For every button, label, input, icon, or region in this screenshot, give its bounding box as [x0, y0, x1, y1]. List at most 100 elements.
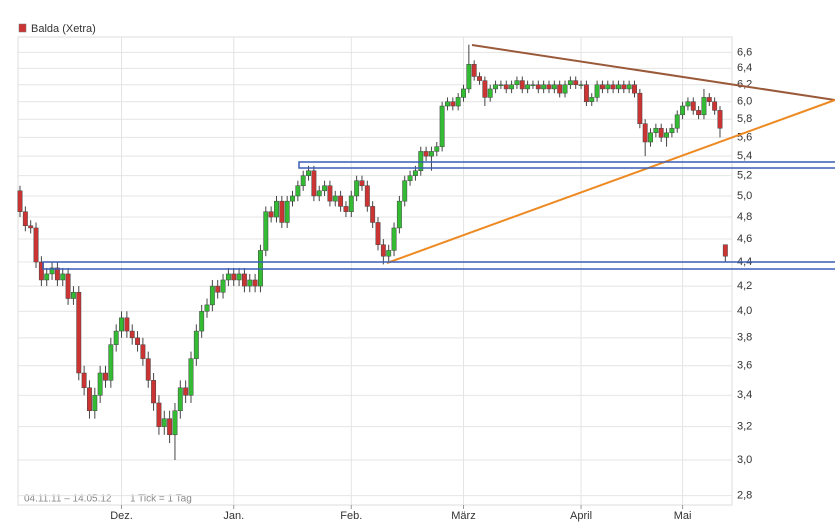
candle-body [343, 206, 349, 212]
candle-body [439, 105, 445, 147]
candle-body [332, 195, 338, 202]
candle-body [279, 200, 285, 223]
y-tick-label: 4,6 [737, 233, 752, 245]
candle-body [712, 101, 718, 111]
candle-body [418, 151, 424, 171]
candle-body [690, 101, 696, 111]
candle-body [594, 84, 600, 98]
candle-body [541, 84, 547, 90]
candle-body [338, 195, 344, 207]
candle-body [658, 127, 664, 138]
footnote: 1 Tick = 1 Tag [130, 494, 192, 505]
candle-body [327, 185, 333, 202]
candle-body [38, 261, 44, 281]
candle-body [493, 84, 499, 90]
candle-body [498, 84, 504, 87]
y-tick-label: 3,8 [737, 332, 752, 344]
candle-body [108, 344, 114, 381]
candle-body [706, 97, 712, 102]
candle-body [487, 88, 493, 98]
candle-body [503, 84, 509, 90]
y-tick-label: 3,4 [737, 389, 752, 401]
y-tick-label: 3,0 [737, 454, 752, 466]
candle-body [701, 97, 707, 116]
y-tick-label: 2,8 [737, 490, 752, 502]
candle-body [22, 211, 28, 226]
candle-body [461, 88, 466, 98]
candle-body [199, 311, 205, 332]
candle-body [696, 110, 702, 116]
x-tick-label: April [570, 510, 592, 522]
candle-body [412, 170, 418, 176]
candle-body [97, 372, 103, 396]
candle-body [348, 195, 354, 212]
x-tick-label: Feb. [340, 510, 362, 522]
support-line [386, 99, 835, 264]
candle-body [428, 151, 434, 157]
candle-body [247, 279, 253, 287]
resistance-line [471, 44, 835, 101]
candle-body [135, 337, 141, 345]
candle-body [642, 123, 648, 143]
candle-body [145, 358, 151, 381]
candle-body [209, 285, 215, 306]
candle-body [17, 190, 23, 212]
candle-body [284, 200, 290, 223]
candle-body [396, 200, 402, 229]
candle-body [551, 84, 557, 90]
candle-body [274, 200, 279, 218]
candle-body [156, 402, 162, 427]
candle-body [477, 76, 482, 81]
candle-body [268, 211, 274, 218]
y-tick-label: 5,8 [737, 113, 752, 125]
candle-body [386, 250, 392, 257]
candle-body [49, 267, 55, 275]
candle-body [583, 84, 589, 102]
candle-body [183, 387, 189, 396]
candle-body [562, 84, 568, 94]
x-tick-label: Jan. [223, 510, 244, 522]
candle-body [482, 80, 488, 98]
y-tick-label: 3,6 [737, 360, 752, 372]
candle-body [215, 285, 221, 293]
y-tick-label: 4,2 [737, 280, 752, 292]
candle-body [610, 84, 616, 90]
candle-body [626, 84, 632, 90]
x-tick-label: März [451, 510, 475, 522]
candle-body [103, 372, 108, 381]
candle-body [204, 304, 210, 312]
candle-body [455, 97, 461, 107]
candle-body [605, 84, 611, 90]
candle-body [525, 84, 531, 90]
candle-body [567, 80, 573, 86]
candle-body [530, 84, 536, 87]
candle-body [124, 317, 130, 332]
candle-body [44, 273, 50, 281]
candle-body [402, 180, 408, 202]
candle-body [193, 330, 199, 359]
candle-body [445, 101, 450, 107]
candle-body [220, 279, 226, 293]
candle-body [599, 84, 605, 90]
x-tick-label: Mai [674, 510, 692, 522]
candle-body [680, 105, 686, 116]
candle-body [241, 273, 247, 287]
candle-body [65, 273, 71, 299]
candle-body [151, 380, 157, 404]
candle-body [434, 146, 440, 152]
candle-body [573, 80, 579, 86]
candle-body [300, 175, 306, 186]
candle-body [674, 114, 680, 129]
candle-body [129, 330, 135, 339]
candle-body [380, 244, 386, 257]
candle-body [535, 84, 541, 90]
candle-body [161, 418, 167, 427]
candle-body [33, 227, 39, 263]
zone [42, 261, 835, 270]
candle-body [290, 195, 295, 202]
candle-body [87, 387, 92, 412]
y-tick-label: 4,0 [737, 305, 752, 317]
candle-body [653, 127, 659, 134]
y-tick-label: 6,4 [737, 62, 752, 74]
candle-body [231, 273, 237, 281]
